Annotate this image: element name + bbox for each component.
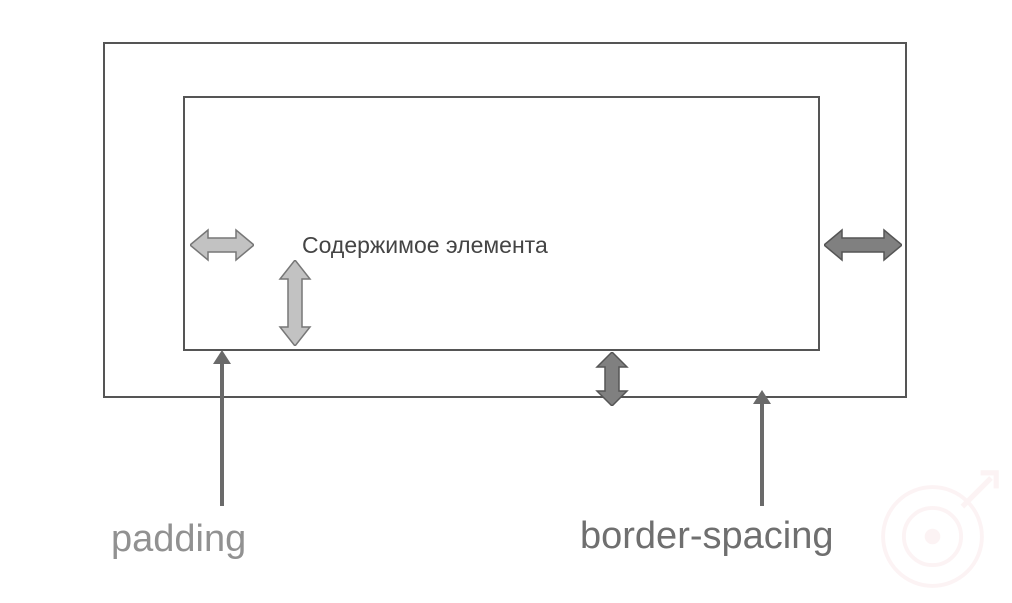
content-label: Содержимое элемента [302,232,548,259]
padding-label: padding [111,518,246,561]
padding-pointer-arrow [210,350,234,506]
padding-vertical-arrow [278,260,312,346]
spacing-vertical-arrow [595,352,629,406]
spacing-pointer-arrow [750,390,774,506]
border-spacing-label: border-spacing [580,515,833,558]
watermark-icon [874,465,1004,595]
padding-horizontal-arrow [190,228,254,262]
spacing-horizontal-arrow [824,228,902,262]
